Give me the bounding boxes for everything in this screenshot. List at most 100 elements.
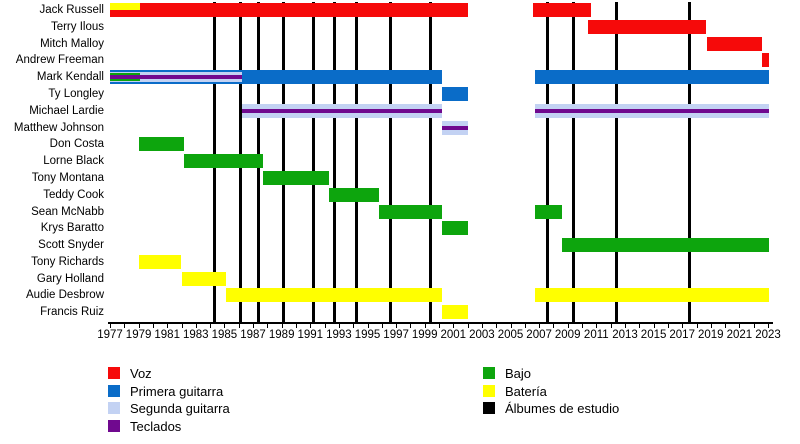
- x-axis-tick: [625, 324, 626, 328]
- timeline-bar-bateria: [138, 254, 182, 269]
- studio-album-line: [546, 2, 550, 322]
- x-axis-tick: [696, 324, 698, 328]
- x-axis-tick-label: 1981: [154, 329, 180, 341]
- x-axis-tick: [453, 324, 455, 328]
- x-axis-tick: [324, 324, 326, 328]
- x-axis-tick-label: 2009: [554, 329, 581, 341]
- x-axis-tick-label: 2019: [698, 329, 724, 341]
- x-axis-tick: [167, 324, 169, 328]
- member-label: Don Costa: [49, 138, 104, 151]
- legend-swatch-voz: [108, 367, 120, 379]
- x-axis-tick: [267, 324, 269, 328]
- member-label: Lorne Black: [43, 155, 104, 168]
- x-axis-tick: [281, 324, 283, 328]
- legend-label-bateria: Batería: [505, 383, 547, 399]
- timeline-bar-bateria: [441, 305, 468, 320]
- timeline-bar-teclados: [110, 75, 242, 80]
- x-axis-tick: [567, 324, 569, 328]
- timeline-bar-bajo: [110, 73, 140, 76]
- x-axis-tick-label: 1995: [354, 329, 381, 341]
- timeline-bar-bajo: [263, 170, 329, 185]
- timeline-bar-primera_guitarra: [441, 86, 468, 101]
- member-label: Audie Desbrow: [26, 289, 104, 302]
- x-axis-tick: [396, 324, 398, 328]
- x-axis-tick: [639, 324, 641, 328]
- x-axis-tick: [739, 324, 741, 328]
- x-axis-tick: [296, 324, 297, 328]
- member-label: Tony Montana: [31, 171, 104, 184]
- x-axis-tick-label: 2021: [726, 329, 753, 341]
- timeline-bar-primera_guitarra: [534, 70, 770, 85]
- x-axis-tick-label: 1991: [297, 329, 324, 341]
- x-axis-tick: [210, 324, 212, 328]
- x-axis-tick: [481, 324, 483, 328]
- timeline-bar-bajo: [328, 187, 379, 202]
- legend-swatch-bateria: [483, 384, 495, 397]
- x-axis-tick-label: 1999: [411, 329, 438, 341]
- x-axis-tick-label: 2015: [640, 329, 667, 341]
- member-label: Gary Holland: [36, 272, 104, 285]
- legend-swatch-primera_guitarra: [108, 384, 120, 397]
- member-label: Michael Lardie: [29, 104, 104, 117]
- member-label: Sean McNabb: [31, 205, 104, 218]
- x-axis-tick: [439, 324, 440, 328]
- x-axis-tick: [467, 324, 469, 328]
- member-label: Terry Ilous: [50, 20, 104, 33]
- legend-swatch-bajo: [483, 367, 495, 379]
- x-axis-tick: [338, 324, 340, 328]
- timeline-bar-teclados: [241, 108, 442, 113]
- x-axis-line: [108, 322, 774, 324]
- timeline-bar-bajo: [110, 79, 140, 82]
- x-axis-tick: [725, 324, 727, 328]
- timeline-bar-bateria: [181, 271, 226, 286]
- x-axis-tick: [424, 324, 426, 328]
- x-axis-tick: [367, 324, 369, 328]
- x-axis-tick-label: 1989: [268, 329, 295, 341]
- x-axis-tick: [768, 324, 769, 328]
- x-axis-tick-label: 2017: [669, 329, 695, 341]
- x-axis-tick-label: 2023: [755, 329, 781, 341]
- x-axis-tick: [181, 324, 183, 328]
- studio-album-line: [572, 2, 575, 322]
- timeline-bar-bajo: [562, 238, 770, 253]
- member-label: Francis Ruiz: [40, 306, 104, 319]
- x-axis-tick: [610, 324, 612, 328]
- x-axis-tick: [582, 324, 583, 328]
- x-axis-tick-label: 2011: [583, 329, 609, 341]
- member-label: Teddy Cook: [43, 188, 104, 201]
- x-axis-tick: [524, 324, 526, 328]
- x-axis-tick: [496, 324, 498, 328]
- legend-swatch-album_line: [483, 402, 495, 415]
- member-label: Matthew Johnson: [13, 121, 104, 134]
- timeline-bar-voz: [706, 36, 763, 51]
- timeline-bar-teclados: [441, 125, 468, 130]
- studio-album-line: [428, 2, 432, 322]
- x-axis-tick-label: 1983: [183, 329, 209, 341]
- legend-label-teclados: Teclados: [130, 418, 182, 434]
- x-axis-tick: [238, 324, 240, 328]
- member-label: Tony Richards: [31, 255, 104, 268]
- x-axis-tick: [110, 324, 111, 328]
- x-axis-tick: [152, 324, 154, 328]
- studio-album-line: [687, 2, 691, 322]
- studio-album-line: [614, 2, 618, 322]
- x-axis-tick: [310, 324, 312, 328]
- timeline-bar-bajo: [441, 221, 468, 236]
- legend-label-bajo: Bajo: [505, 366, 532, 381]
- x-axis-tick-label: 1993: [326, 329, 352, 341]
- x-axis-tick: [224, 324, 226, 328]
- timeline-bar-bateria: [110, 3, 140, 10]
- legend-swatch-segunda_guitarra: [108, 402, 120, 415]
- x-axis-tick: [124, 324, 126, 328]
- studio-album-line: [333, 2, 337, 322]
- legend-label-segunda_guitarra: Segunda guitarra: [130, 401, 230, 417]
- studio-album-line: [281, 2, 285, 322]
- legend-swatch-teclados: [108, 419, 120, 432]
- member-label: Jack Russell: [39, 4, 104, 16]
- x-axis-tick: [710, 324, 712, 328]
- legend-label-album_line: Álbumes de estudio: [505, 401, 620, 417]
- member-label: Krys Baratto: [40, 222, 104, 235]
- x-axis-tick-label: 1987: [240, 329, 266, 341]
- x-axis-tick: [138, 324, 140, 328]
